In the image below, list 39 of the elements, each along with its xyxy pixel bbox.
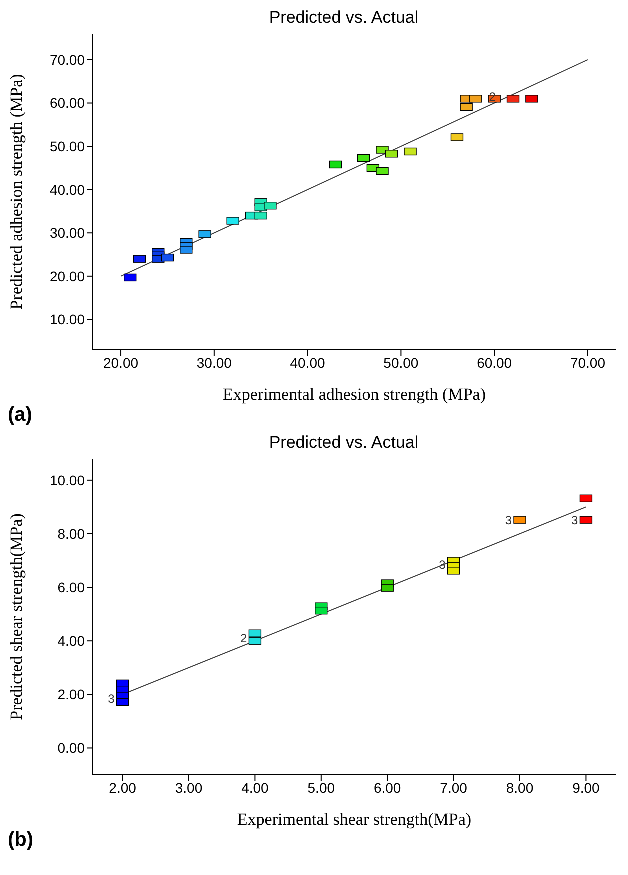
x-tick-label: 70.00	[570, 354, 606, 371]
x-tick-label: 40.00	[290, 354, 326, 371]
chart-title: Predicted vs. Actual	[268, 433, 420, 454]
y-tick-label: 0.00	[58, 740, 86, 756]
x-tick-label: 7.00	[440, 780, 468, 796]
y-tick-label: 8.00	[58, 526, 86, 542]
x-tick-label: 6.00	[374, 780, 402, 796]
annotation: 3	[505, 513, 512, 528]
y-tick-label: 2.00	[58, 686, 86, 703]
y-tick-label: 10.00	[50, 312, 86, 328]
y-tick-label: 70.00	[50, 52, 86, 68]
x-axis-title: Experimental shear strength(MPa)	[237, 810, 472, 829]
y-tick-label: 4.00	[58, 633, 86, 650]
x-tick-label: 30.00	[196, 354, 232, 371]
y-tick-label: 50.00	[50, 138, 86, 155]
y-axis-title: Predicted adhesion strength (MPa)	[7, 74, 26, 310]
x-tick-label: 3.00	[175, 780, 203, 796]
x-tick-label: 4.00	[242, 780, 270, 796]
text: (a)	[8, 404, 32, 427]
x-tick-label: 60.00	[477, 354, 512, 371]
x-tick-label: 50.00	[384, 354, 419, 371]
chart-title: Predicted vs. Actual	[268, 8, 420, 29]
y-tick-label: 10.00	[50, 472, 86, 488]
text: (b)	[8, 829, 34, 852]
y-tick-label: 30.00	[50, 225, 86, 242]
y-tick-label: 60.00	[50, 95, 86, 112]
x-tick-label: 5.00	[308, 780, 336, 796]
annotation: 3	[108, 692, 116, 706]
x-tick-label: 8.00	[506, 780, 534, 796]
x-axis-title: Experimental adhesion strength (MPa)	[223, 385, 486, 404]
y-axis-title: Predicted shear strength(MPa)	[7, 514, 26, 720]
y-tick-label: 20.00	[50, 268, 86, 284]
x-tick-label: 2.00	[109, 780, 137, 796]
annotation: 3	[572, 513, 579, 528]
y-tick-label: 6.00	[58, 580, 86, 596]
x-tick-label: 20.00	[103, 354, 139, 371]
annotation: 2	[240, 632, 248, 646]
x-tick-label: 9.00	[572, 780, 600, 796]
y-tick-label: 40.00	[50, 182, 86, 198]
